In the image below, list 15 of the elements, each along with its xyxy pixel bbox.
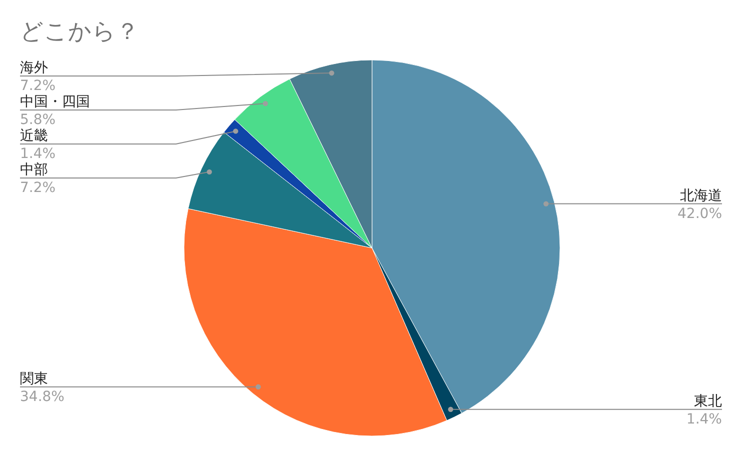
data-label: 7.2%	[20, 78, 56, 94]
data-label: 34.8%	[20, 388, 64, 405]
data-label: 7.2%	[20, 180, 56, 196]
slice-label: 海外	[20, 60, 48, 76]
slice-label: 中部	[20, 162, 48, 178]
data-label: 1.4%	[686, 411, 722, 428]
chart-title: どこから？	[20, 19, 139, 45]
data-label: 42.0%	[678, 206, 722, 222]
data-label: 1.4%	[20, 146, 56, 162]
slice-label: 北海道	[680, 188, 722, 204]
slice-label: 中国・四国	[20, 94, 90, 110]
slice-label: 関東	[20, 370, 48, 387]
slice-label: 近畿	[20, 128, 48, 144]
slice-label: 東北	[694, 393, 722, 410]
data-label: 5.8%	[20, 112, 56, 128]
